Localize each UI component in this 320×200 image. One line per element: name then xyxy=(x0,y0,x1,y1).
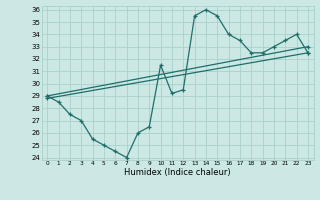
X-axis label: Humidex (Indice chaleur): Humidex (Indice chaleur) xyxy=(124,168,231,177)
